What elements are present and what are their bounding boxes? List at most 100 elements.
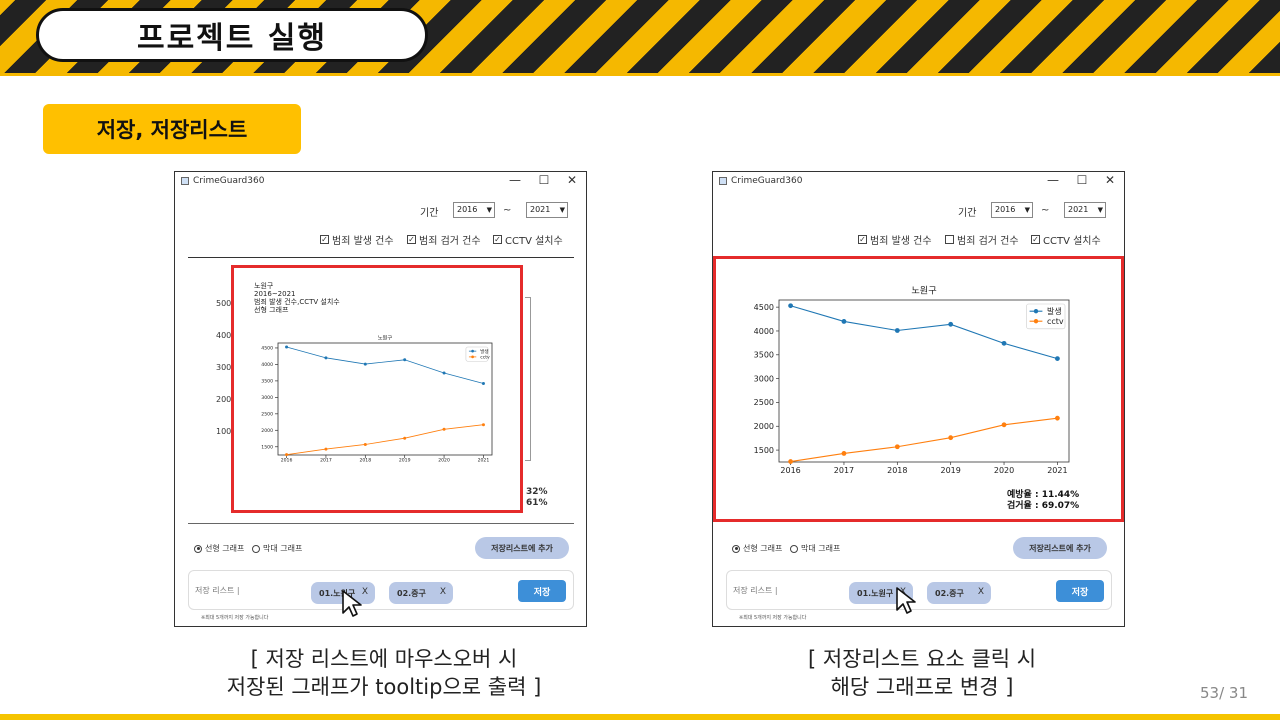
year-to-select[interactable]: 2021 ▼: [1064, 202, 1106, 218]
checkbox-label: 범죄 발생 건수: [870, 236, 932, 247]
caption-line: 저장된 그래프가 tooltip으로 출력 ]: [226, 675, 542, 699]
chevron-down-icon: ▼: [1097, 206, 1103, 214]
data-point: [1055, 415, 1060, 421]
app-window-tooltip-demo: CrimeGuard360 — ☐ ✕ 기간 2016 ▼ ~ 2021 ▼ ✓ 범죄…: [174, 171, 587, 627]
data-point: [285, 453, 289, 457]
highlight-box: [713, 256, 1124, 522]
y-tick-label: 2500: [754, 398, 774, 407]
data-point: [841, 319, 847, 324]
caption-line: [ 저장 리스트에 마우스오버 시: [250, 647, 518, 671]
year-from-value: 2016: [995, 205, 1016, 214]
radio-bar-graph[interactable]: 막대 그래프: [252, 543, 302, 554]
data-point: [788, 303, 793, 309]
checkbox-label: 범죄 발생 건수: [332, 236, 394, 247]
radio-bar-graph[interactable]: 막대 그래프: [790, 543, 840, 554]
chart-title: 노원구: [911, 286, 936, 297]
checkbox-box: ✓: [493, 235, 502, 244]
close-button[interactable]: ✕: [566, 173, 578, 187]
minimize-button[interactable]: —: [1047, 173, 1059, 187]
x-tick-label: 2021: [478, 457, 490, 463]
maximize-button[interactable]: ☐: [1076, 173, 1088, 187]
maximize-button[interactable]: ☐: [538, 173, 550, 187]
chart-title: 노원구: [378, 333, 393, 341]
x-tick-label: 2021: [1047, 466, 1067, 475]
save-button[interactable]: 저장: [1056, 580, 1104, 602]
checkbox-label: 범죄 검거 건수: [957, 236, 1019, 247]
year-to-select[interactable]: 2021 ▼: [526, 202, 568, 218]
x-tick-label: 2019: [941, 466, 961, 475]
save-list-panel: 저장 리스트 | 01.노원구 X 02.중구 X 저장: [188, 570, 574, 610]
remove-icon[interactable]: X: [361, 587, 368, 597]
year-from-select[interactable]: 2016 ▼: [453, 202, 495, 218]
caption-line: 해당 그래프로 변경 ]: [830, 675, 1014, 699]
window-title: CrimeGuard360: [193, 176, 265, 186]
y-tick-label: 4000: [754, 327, 774, 336]
checkbox-crime-arrest[interactable]: ✓ 범죄 검거 건수: [407, 232, 481, 247]
checkbox-box: [945, 235, 954, 244]
add-to-save-list-button[interactable]: 저장리스트에 추가: [1013, 537, 1107, 559]
minimize-button[interactable]: —: [509, 173, 521, 187]
graph-tooltip: 노원구 2016~2021 범죄 발생 건수,CCTV 설치수 선형 그래프 노…: [232, 266, 524, 512]
window-title: CrimeGuard360: [731, 176, 803, 186]
checkbox-cctv[interactable]: ✓ CCTV 설치수: [493, 232, 563, 247]
series-line-발생: [286, 346, 484, 384]
divider: [188, 523, 574, 524]
checkbox-crime-occurrence[interactable]: ✓ 범죄 발생 건수: [320, 232, 394, 247]
y-tick-label: 2500: [261, 411, 273, 417]
remove-icon[interactable]: X: [439, 587, 446, 597]
save-list-item-02[interactable]: 02.중구 X: [389, 582, 453, 604]
range-tilde: ~: [503, 205, 512, 216]
highlight-box: [231, 265, 523, 513]
y-tick-label: 1500: [261, 444, 273, 450]
checkbox-cctv[interactable]: ✓ CCTV 설치수: [1031, 232, 1101, 247]
save-button[interactable]: 저장: [518, 580, 566, 602]
bg-y-tick: 2000: [216, 395, 237, 404]
radio-dot: [790, 544, 798, 553]
chevron-down-icon: ▼: [1024, 206, 1030, 214]
checkbox-label: CCTV 설치수: [505, 236, 563, 247]
data-point: [285, 345, 289, 349]
year-from-select[interactable]: 2016 ▼: [991, 202, 1033, 218]
save-list-label: 저장 리스트 |: [195, 586, 240, 595]
y-tick-label: 4500: [754, 303, 774, 312]
data-point: [363, 362, 367, 366]
mouse-cursor-icon: [342, 590, 362, 617]
y-tick-label: 3500: [754, 351, 774, 360]
legend-swatch-dot: [471, 355, 474, 359]
tooltip-line: 선형 그래프: [254, 306, 289, 314]
plot-frame: [778, 299, 1070, 463]
y-tick-label: 1500: [754, 446, 774, 455]
remove-icon[interactable]: X: [977, 587, 984, 597]
caption-line: [ 저장리스트 요소 클릭 시: [807, 647, 1037, 671]
close-button[interactable]: ✕: [1104, 173, 1116, 187]
legend-swatch-dot: [471, 349, 474, 353]
radio-dot: [194, 544, 202, 553]
x-tick-label: 2018: [887, 466, 907, 475]
radio-line-graph[interactable]: 선형 그래프: [732, 543, 782, 554]
divider: [188, 257, 574, 258]
radio-dot: [732, 544, 740, 553]
y-tick-label: 3000: [261, 395, 273, 401]
checkbox-label: CCTV 설치수: [1043, 236, 1101, 247]
checkbox-box: ✓: [320, 235, 329, 244]
save-list-label: 저장 리스트 |: [733, 586, 778, 595]
chip-label: 02.중구: [397, 588, 426, 598]
plot-frame: [277, 342, 493, 456]
x-tick-label: 2020: [994, 466, 1014, 475]
x-tick-label: 2016: [780, 466, 800, 475]
tooltip-line: 범죄 발생 건수,CCTV 설치수: [254, 298, 340, 306]
legend-swatch-dot: [1033, 319, 1039, 324]
data-point: [894, 328, 900, 333]
checkbox-crime-arrest[interactable]: 범죄 검거 건수: [945, 232, 1019, 247]
year-from-value: 2016: [457, 205, 478, 214]
save-list-item-02[interactable]: 02.중구 X: [927, 582, 991, 604]
checkbox-crime-occurrence[interactable]: ✓ 범죄 발생 건수: [858, 232, 932, 247]
data-point: [894, 444, 900, 450]
period-label: 기간: [958, 208, 977, 219]
y-tick-label: 3000: [754, 374, 774, 383]
y-tick-label: 4500: [261, 346, 273, 352]
add-to-save-list-button[interactable]: 저장리스트에 추가: [475, 537, 569, 559]
radio-line-graph[interactable]: 선형 그래프: [194, 543, 244, 554]
y-tick-label: 4000: [261, 362, 273, 368]
legend-swatch-dot: [1033, 309, 1039, 314]
